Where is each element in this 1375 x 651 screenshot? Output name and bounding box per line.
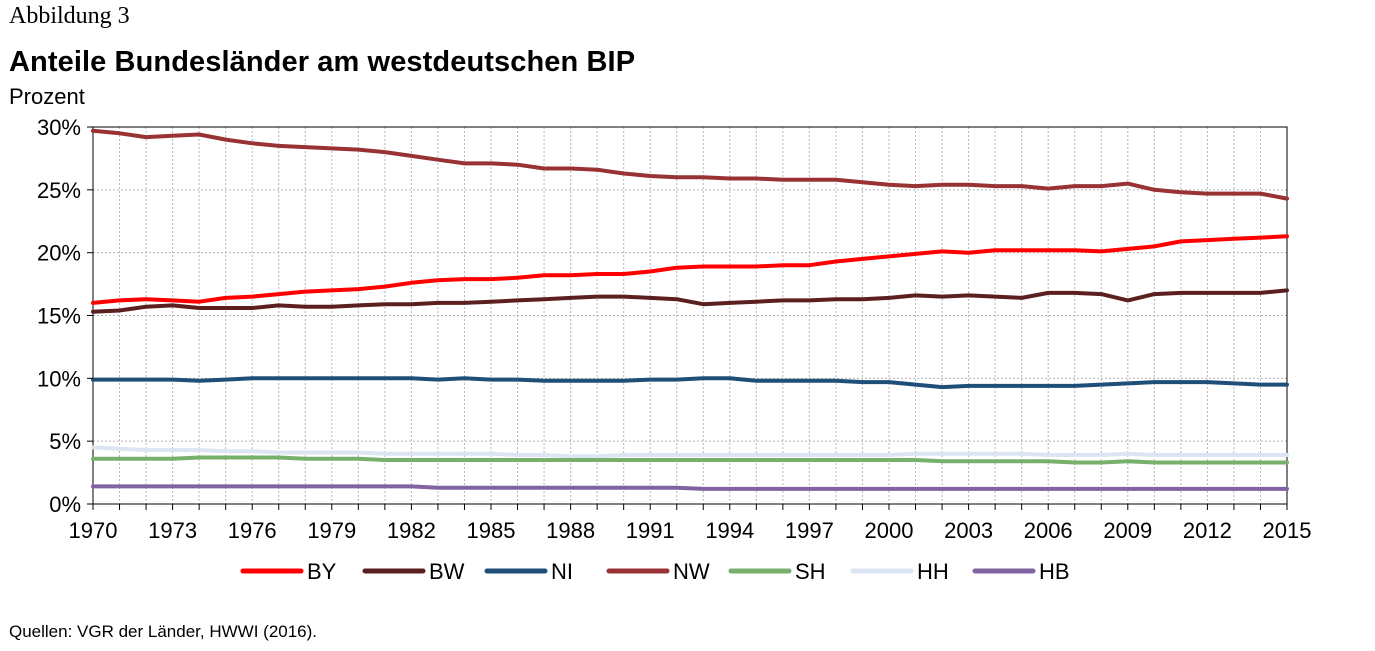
x-tick-label: 1979	[307, 518, 356, 543]
series-line-bw	[91, 288, 1289, 314]
legend-item-by: BY	[240, 559, 337, 584]
legend-label: SH	[795, 559, 826, 584]
series-line-hh	[91, 445, 1289, 459]
legend-label: HH	[917, 559, 949, 584]
series-line-hb	[91, 484, 1289, 491]
legend-label: NW	[673, 559, 710, 584]
legend-label: HB	[1039, 559, 1070, 584]
series-line-nw	[91, 128, 1289, 201]
legend-label: NI	[551, 559, 573, 584]
y-tick-label: 30%	[37, 115, 81, 140]
legend-item-sh: SH	[728, 559, 826, 584]
series-line-ni	[91, 376, 1289, 390]
x-tick-label: 2000	[865, 518, 914, 543]
series-line-sh	[91, 455, 1289, 465]
x-tick-label: 2009	[1103, 518, 1152, 543]
x-tick-label: 1985	[467, 518, 516, 543]
line-chart: 0% 5% 10% 15% 20% 25% 30% 1970 1973 1976 1979 1982…	[37, 115, 1312, 584]
y-tick-label: 20%	[37, 241, 81, 266]
x-tick-label: 1970	[69, 518, 118, 543]
x-tick-label: 1982	[387, 518, 436, 543]
legend-item-hh: HH	[850, 559, 949, 584]
x-tick-label: 1988	[546, 518, 595, 543]
series-line-by	[91, 234, 1289, 305]
source-note: Quellen: VGR der Länder, HWWI (2016).	[9, 622, 318, 641]
y-axis-unit-label: Prozent	[9, 84, 85, 109]
y-tick-label: 15%	[37, 304, 81, 329]
x-tick-label: 2015	[1263, 518, 1312, 543]
legend-label: BW	[429, 559, 465, 584]
x-tick-label: 1997	[785, 518, 834, 543]
y-tick-label: 0%	[49, 492, 81, 517]
legend: BY BW NI NW SH HH HB	[240, 559, 1070, 584]
y-tick-label: 10%	[37, 366, 81, 391]
y-axis-ticks: 0% 5% 10% 15% 20% 25% 30%	[37, 115, 93, 517]
x-tick-label: 2006	[1024, 518, 1073, 543]
grid-lines	[93, 127, 1287, 504]
legend-item-ni: NI	[484, 559, 573, 584]
legend-item-bw: BW	[362, 559, 465, 584]
x-tick-label: 2003	[944, 518, 993, 543]
x-tick-label: 1994	[705, 518, 754, 543]
series-lines	[91, 128, 1289, 491]
y-tick-label: 5%	[49, 429, 81, 454]
x-tick-label: 1976	[228, 518, 277, 543]
x-tick-label: 1973	[148, 518, 197, 543]
y-tick-label: 25%	[37, 178, 81, 203]
legend-item-hb: HB	[972, 559, 1070, 584]
chart-title: Anteile Bundesländer am westdeutschen BI…	[9, 46, 636, 78]
legend-label: BY	[307, 559, 337, 584]
x-axis-ticks: 1970 1973 1976 1979 1982 1985 1988 1991 1994 1997…	[69, 504, 1312, 543]
x-tick-label: 1991	[626, 518, 675, 543]
legend-item-nw: NW	[606, 559, 710, 584]
figure-label: Abbildung 3	[9, 3, 130, 29]
x-tick-label: 2012	[1183, 518, 1232, 543]
